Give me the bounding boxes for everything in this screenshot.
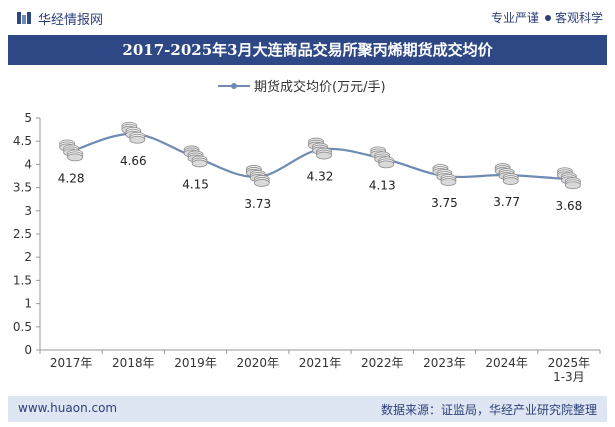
data-label: 4.66 xyxy=(120,154,147,168)
tag-professional: 专业严谨 xyxy=(490,11,539,25)
data-point-coin-icon xyxy=(494,163,519,185)
x-tick-label: 2024年 xyxy=(485,356,528,370)
x-tick-label: 2019年 xyxy=(174,356,217,370)
data-label: 3.75 xyxy=(431,196,458,210)
data-label: 3.77 xyxy=(493,195,520,209)
y-tick-label: 0.5 xyxy=(13,320,32,334)
footer: www.huaon.com 数据来源：证监局，华经产业研究院整理 xyxy=(8,396,607,422)
data-point-coin-icon xyxy=(556,167,581,190)
y-tick-label: 1 xyxy=(24,297,32,311)
legend-label: 期货成交均价(万元/手) xyxy=(254,79,386,95)
data-point-coin-icon xyxy=(121,121,146,144)
x-tick-label: 2020年 xyxy=(237,356,280,370)
x-tick-label: 2025年 xyxy=(548,356,591,370)
line-chart: 0 0.5 1 1.5 2 2.5 3 3.5 4 4.5 5 2017年 2018年 2019年 2020… xyxy=(13,79,601,384)
x-tick-label: 2023年 xyxy=(423,356,466,370)
data-label: 4.15 xyxy=(182,177,209,191)
website-link[interactable]: www.huaon.com xyxy=(18,401,118,415)
data-source: 数据来源：证监局，华经产业研究院整理 xyxy=(380,403,597,417)
y-tick-label: 4.5 xyxy=(13,134,32,148)
data-label: 3.68 xyxy=(556,199,583,213)
data-point-coin-icon xyxy=(59,139,84,162)
data-label: 4.13 xyxy=(369,178,396,192)
x-tick-label: 2018年 xyxy=(112,356,155,370)
y-tick-label: 5 xyxy=(24,111,32,125)
data-point-coin-icon xyxy=(245,165,270,187)
y-tick-label: 3.5 xyxy=(13,181,32,195)
y-tick-label: 2 xyxy=(24,250,32,264)
chart-title: 2017-2025年3月大连商品交易所聚丙烯期货成交均价 xyxy=(8,35,607,65)
data-label: 3.73 xyxy=(244,197,271,211)
x-tick-label: 2022年 xyxy=(361,356,404,370)
top-bar: 华经情报网 专业严谨 客观科学 xyxy=(0,0,615,34)
legend-marker-icon xyxy=(231,83,237,89)
data-label: 4.32 xyxy=(307,170,334,184)
y-tick-label: 1.5 xyxy=(13,273,32,287)
y-tick-label: 4 xyxy=(24,157,32,171)
logo-icon xyxy=(17,12,31,24)
data-point-coin-icon xyxy=(370,146,395,169)
y-tick-label: 0 xyxy=(24,343,32,357)
x-tick-label: 1-3月 xyxy=(553,370,585,384)
x-tick-label: 2021年 xyxy=(299,356,342,370)
data-point-coin-icon xyxy=(432,164,457,186)
top-tags: 专业严谨 客观科学 xyxy=(491,9,603,26)
data-label: 4.28 xyxy=(58,171,85,185)
x-tick-label: 2017年 xyxy=(50,356,93,370)
y-tick-label: 2.5 xyxy=(13,227,32,241)
bullet-icon xyxy=(544,14,551,21)
data-point-coin-icon xyxy=(183,145,208,168)
brand-name: 华经情报网 xyxy=(38,13,104,28)
tag-objective: 客观科学 xyxy=(554,11,603,25)
data-point-coin-icon xyxy=(308,137,332,160)
y-tick-label: 3 xyxy=(24,204,32,218)
